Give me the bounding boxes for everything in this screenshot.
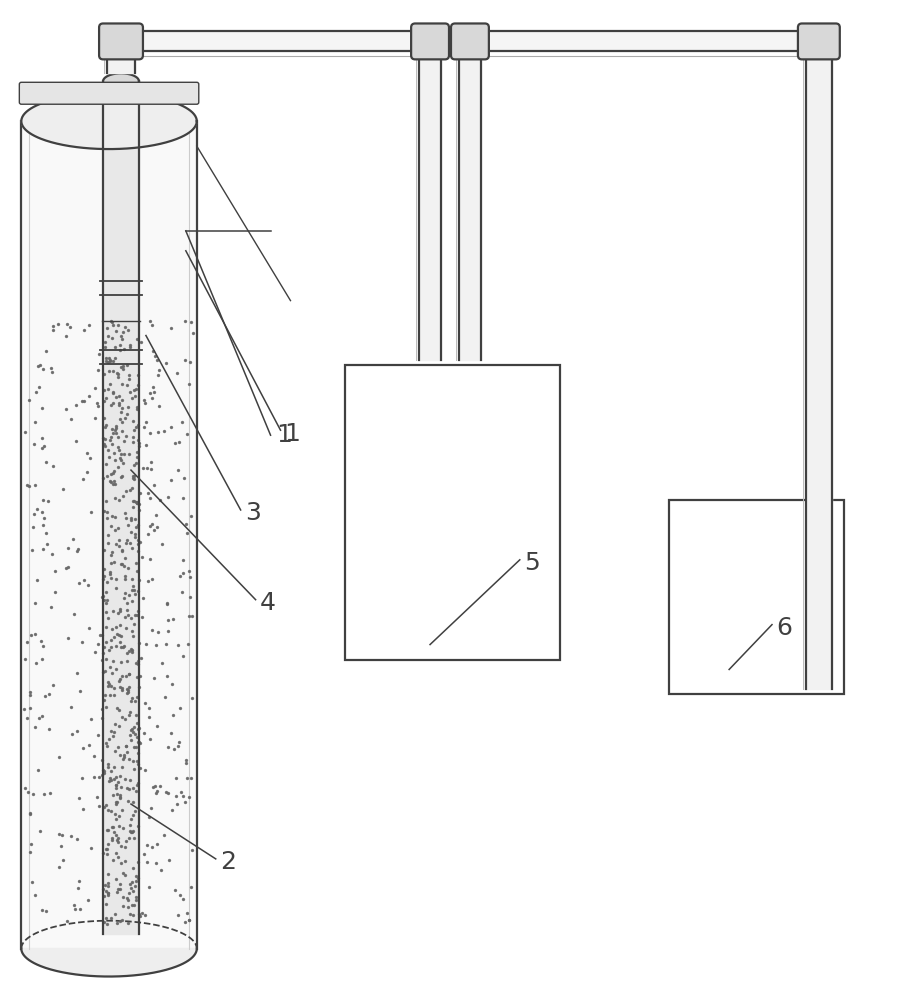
Text: 5: 5 bbox=[523, 551, 540, 575]
Polygon shape bbox=[107, 31, 839, 51]
FancyBboxPatch shape bbox=[451, 23, 489, 59]
Polygon shape bbox=[22, 121, 196, 949]
Text: 1: 1 bbox=[285, 422, 300, 446]
Polygon shape bbox=[107, 51, 135, 73]
FancyBboxPatch shape bbox=[798, 23, 840, 59]
Polygon shape bbox=[22, 949, 196, 977]
FancyBboxPatch shape bbox=[99, 23, 143, 59]
Bar bbox=[345, 365, 560, 660]
Polygon shape bbox=[419, 51, 441, 360]
Text: 6: 6 bbox=[776, 616, 792, 640]
Bar bbox=[669, 500, 843, 694]
Polygon shape bbox=[805, 51, 832, 689]
Text: 4: 4 bbox=[259, 591, 276, 615]
FancyBboxPatch shape bbox=[19, 82, 199, 104]
Polygon shape bbox=[22, 93, 196, 149]
Polygon shape bbox=[103, 81, 139, 934]
Text: 1: 1 bbox=[277, 423, 293, 447]
Polygon shape bbox=[459, 51, 481, 360]
FancyBboxPatch shape bbox=[411, 23, 449, 59]
Text: 2: 2 bbox=[220, 850, 236, 874]
Polygon shape bbox=[103, 73, 139, 89]
Text: 3: 3 bbox=[245, 501, 260, 525]
